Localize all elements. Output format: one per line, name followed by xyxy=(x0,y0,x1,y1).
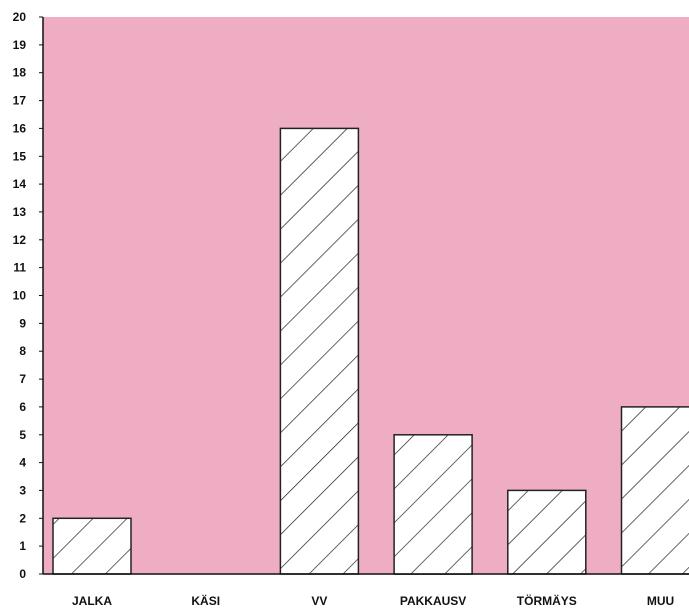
plot-background xyxy=(43,17,689,574)
x-category-label: MUU xyxy=(647,594,674,608)
y-tick-label: 12 xyxy=(13,233,27,247)
x-category-label: TÖRMÄYS xyxy=(517,593,577,608)
y-tick-label: 20 xyxy=(13,10,27,24)
y-tick-label: 11 xyxy=(13,261,26,275)
y-tick-label: 4 xyxy=(19,456,26,470)
x-axis-labels: JALKA KÄSI VV PAKKAUSV TÖRMÄYS MUU xyxy=(72,593,674,608)
y-tick-label: 6 xyxy=(19,400,26,414)
y-tick-label: 14 xyxy=(13,177,27,191)
x-category-label: VV xyxy=(311,594,327,608)
bar-pakkausv xyxy=(394,435,472,574)
y-tick-label: 0 xyxy=(19,567,26,581)
y-tick-label: 3 xyxy=(19,483,26,497)
y-tick-label: 16 xyxy=(13,121,27,135)
x-category-label: KÄSI xyxy=(191,593,220,608)
y-tick-label: 5 xyxy=(19,428,26,442)
bar-jalka xyxy=(53,518,131,574)
x-category-label: PAKKAUSV xyxy=(400,594,466,608)
y-tick-label: 8 xyxy=(19,344,26,358)
y-tick-label: 7 xyxy=(19,372,26,386)
y-tick-label: 18 xyxy=(13,66,27,80)
bar-muu xyxy=(622,407,689,574)
y-tick-label: 2 xyxy=(19,511,26,525)
y-tick-label: 19 xyxy=(13,38,27,52)
y-tick-label: 10 xyxy=(13,289,27,303)
y-tick-label: 1 xyxy=(19,539,26,553)
y-tick-label: 13 xyxy=(13,205,27,219)
y-tick-label: 17 xyxy=(13,94,27,108)
bar-vv xyxy=(280,128,358,574)
y-tick-label: 9 xyxy=(19,316,26,330)
x-category-label: JALKA xyxy=(72,594,112,608)
bar-törmäys xyxy=(508,490,586,574)
y-tick-label: 15 xyxy=(13,149,27,163)
